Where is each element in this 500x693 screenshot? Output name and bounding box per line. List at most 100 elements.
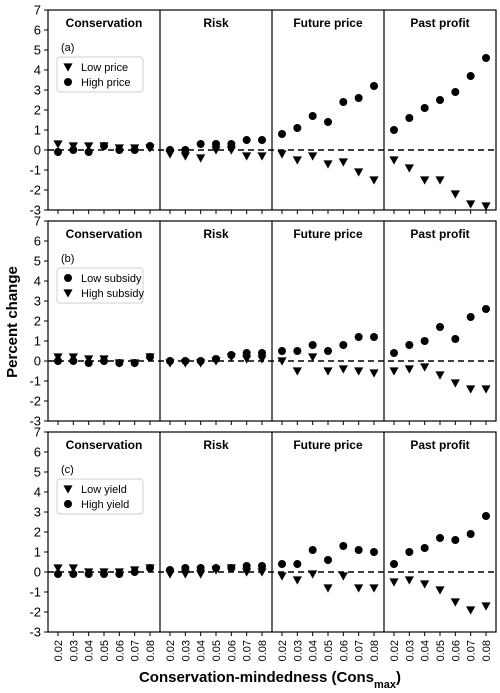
data-point — [420, 176, 430, 185]
data-point — [180, 570, 190, 579]
data-point — [257, 152, 267, 161]
y-tick-label: 5 — [34, 43, 41, 58]
data-point — [405, 548, 414, 556]
y-tick-label: -1 — [29, 585, 41, 600]
data-point — [390, 349, 398, 357]
data-point — [466, 72, 475, 80]
data-point — [405, 114, 414, 122]
y-tick-label: 1 — [34, 123, 41, 138]
data-point — [277, 572, 287, 581]
data-point — [277, 150, 287, 159]
data-point — [293, 124, 302, 132]
y-tick-label: 3 — [34, 505, 41, 520]
data-point — [323, 584, 333, 593]
data-point — [404, 576, 414, 585]
legend-marker — [64, 78, 72, 86]
legend-marker — [64, 500, 72, 508]
y-tick-label: -1 — [29, 374, 41, 389]
data-point — [242, 355, 252, 364]
x-tick-label: 0.05 — [435, 640, 447, 661]
data-point — [308, 152, 318, 161]
y-tick-label: 0 — [34, 565, 41, 580]
x-tick-label: 0.07 — [130, 640, 142, 661]
data-point — [278, 130, 286, 138]
y-tick-label: 1 — [34, 334, 41, 349]
data-point — [324, 347, 332, 355]
data-point — [324, 556, 332, 564]
data-point — [100, 142, 108, 150]
data-point — [257, 568, 267, 577]
data-point — [211, 357, 221, 366]
x-tick-label: 0.06 — [338, 640, 350, 661]
data-point — [370, 333, 378, 341]
data-point — [369, 176, 379, 185]
data-point — [292, 367, 302, 376]
data-point — [196, 359, 206, 368]
data-point — [212, 140, 220, 148]
data-point — [130, 568, 139, 576]
group-title: Future price — [293, 438, 363, 452]
data-point — [369, 584, 379, 593]
legend-marker — [63, 289, 73, 298]
x-tick-label: 0.05 — [323, 640, 335, 661]
data-point — [196, 570, 206, 579]
y-tick-label: -2 — [29, 605, 41, 620]
data-point — [404, 365, 414, 374]
data-point — [68, 353, 78, 362]
y-tick-label: 0 — [34, 354, 41, 369]
data-point — [84, 570, 93, 578]
y-tick-label: -1 — [29, 163, 41, 178]
data-point — [258, 136, 266, 144]
x-tick-label: 0.07 — [354, 640, 366, 661]
data-point — [339, 542, 348, 550]
legend-label: Low yield — [81, 484, 127, 496]
y-tick-label: -3 — [29, 625, 41, 640]
data-point — [84, 142, 94, 151]
data-point — [53, 353, 63, 362]
legend-marker — [63, 485, 73, 494]
x-tick-label: 0.06 — [226, 640, 238, 661]
data-point — [420, 580, 430, 589]
x-tick-label: 0.04 — [196, 640, 208, 661]
x-tick-label: 0.06 — [450, 640, 462, 661]
group-title: Conservation — [66, 227, 143, 241]
data-point — [370, 82, 378, 90]
series-1 — [53, 564, 491, 615]
x-tick-label: 0.03 — [292, 640, 304, 661]
data-point — [130, 359, 140, 368]
legend-box — [56, 56, 144, 93]
data-point — [308, 112, 317, 120]
x-tick-label: 0.03 — [404, 640, 416, 661]
data-point — [436, 323, 444, 331]
data-point — [466, 385, 476, 394]
data-point — [180, 359, 190, 368]
y-tick-label: 6 — [34, 234, 41, 249]
data-point — [115, 146, 124, 154]
x-tick-label: 0.08 — [369, 640, 381, 661]
data-point — [227, 564, 236, 572]
data-point — [339, 98, 348, 106]
data-point — [242, 568, 252, 577]
data-point — [435, 586, 445, 595]
x-axis-label-sub: max — [374, 679, 397, 691]
data-point — [146, 142, 154, 150]
data-point — [481, 385, 491, 394]
data-point — [308, 341, 317, 349]
y-tick-label: 7 — [34, 3, 41, 18]
data-point — [292, 156, 302, 165]
data-point — [196, 140, 205, 148]
data-point — [242, 136, 251, 144]
data-point — [166, 146, 174, 154]
data-point — [466, 313, 475, 321]
data-point — [354, 367, 364, 376]
group-title: Past profit — [410, 16, 469, 30]
x-tick-label: 0.07 — [242, 640, 254, 661]
data-point — [420, 544, 429, 552]
data-point — [451, 88, 460, 96]
x-tick-label: 0.02 — [277, 640, 289, 661]
data-point — [481, 602, 491, 611]
legend-label: High subsidy — [81, 288, 144, 300]
x-axis-label: Conservation-mindedness (Consmax) — [139, 669, 401, 691]
data-point — [354, 168, 364, 177]
